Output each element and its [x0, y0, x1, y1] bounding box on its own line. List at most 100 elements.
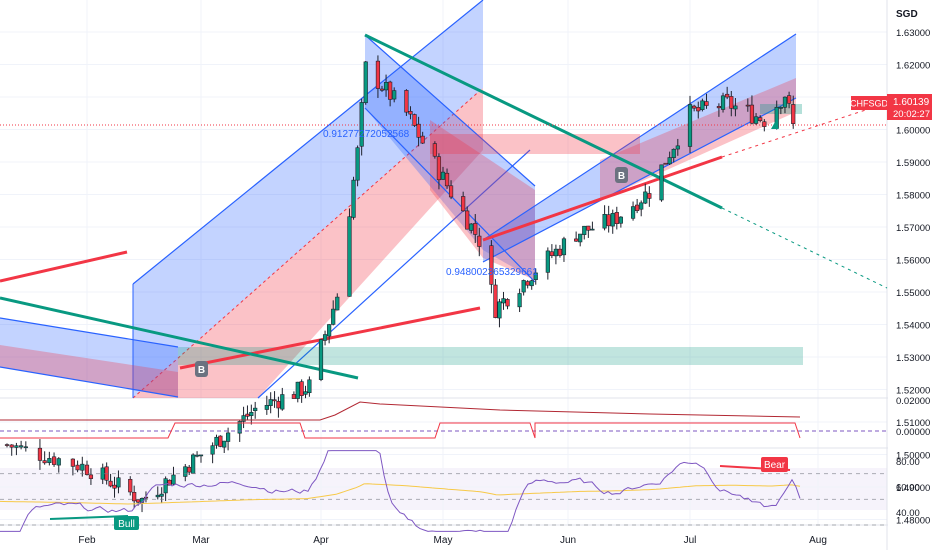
candle-body [602, 214, 607, 229]
candle-body [791, 104, 796, 124]
price-tick-label: 1.49000 [896, 483, 930, 494]
bear-badge [761, 457, 788, 472]
price-tick-label: 1.52000 [896, 386, 930, 397]
candle-body [444, 172, 450, 187]
indicator-tick-label: 0.02000 [896, 396, 930, 407]
candle-body [553, 248, 559, 257]
jan-channel-top [0, 317, 179, 348]
price-tick-label: 1.62000 [896, 61, 930, 72]
candle-body [56, 458, 61, 466]
price-tick-label: 1.56000 [896, 256, 930, 267]
candle-body [291, 394, 297, 399]
candle-body [355, 147, 360, 181]
candle-body [700, 100, 705, 111]
indicator-line [0, 401, 801, 421]
candle-body [347, 216, 352, 297]
up-channel-top-line [132, 0, 484, 285]
price-tick-label: 1.57000 [896, 223, 930, 234]
buy-badge-1-label: B [198, 365, 205, 376]
candle-body [635, 204, 640, 211]
bull-badge-label: Bull [118, 519, 135, 530]
last-price-label: 1.60139 [893, 97, 930, 108]
candle-body [392, 90, 397, 100]
candle-body [327, 324, 332, 337]
candle-body [108, 480, 113, 487]
buy-badge-2-label: B [618, 171, 625, 182]
candle-body [716, 106, 722, 109]
jan-channel-bottom [0, 366, 179, 398]
rsi-tick-label: 80.00 [896, 457, 920, 468]
bull-badge [114, 516, 139, 530]
candle-body [590, 228, 595, 231]
price-tick-label: 1.53000 [896, 353, 930, 364]
candle-body [80, 463, 85, 471]
recent-channel-lower-zone [600, 78, 796, 200]
candle-body [84, 464, 90, 475]
fib-label-bottom: 0.948002365329661 [446, 267, 538, 278]
candle-body [758, 117, 763, 121]
time-axis-label: Apr [313, 535, 329, 546]
up-channel-upper-zone [133, 0, 483, 398]
recent-channel-top [482, 33, 797, 241]
candle-body [663, 162, 668, 165]
candle-body [303, 391, 308, 395]
candle-body [692, 105, 697, 109]
candle-body [4, 444, 10, 446]
candle-body [75, 464, 80, 471]
price-tick-label: 1.51000 [896, 418, 930, 429]
red-trend-extension [721, 102, 888, 158]
teal-trend-extension [721, 207, 888, 289]
candle-body [733, 105, 738, 110]
candle-body [704, 101, 709, 106]
fib-label-top: 0.91277272052568 [323, 129, 410, 140]
jan-channel-lower-zone [0, 345, 178, 397]
jan-channel-zone [0, 318, 178, 397]
candle-body [183, 466, 188, 477]
candle-body [383, 82, 389, 91]
currency-label: SGD [896, 9, 918, 20]
candle-body [375, 60, 381, 89]
rsi-tick-label: 40.00 [896, 508, 920, 519]
teal-trend-line-left [0, 296, 359, 380]
price-tick-label: 1.48000 [896, 516, 930, 527]
candle-body [408, 111, 413, 115]
candle-body [762, 121, 767, 127]
candle-body [23, 446, 28, 449]
indicator-step-line [0, 422, 801, 439]
candle-body [264, 404, 269, 410]
candle-body [163, 478, 168, 494]
price-tick-label: 1.63000 [896, 28, 930, 39]
candles [4, 55, 796, 513]
candle-body [473, 223, 478, 235]
candle-body [128, 478, 133, 493]
candle-body [167, 479, 172, 486]
symbol-tag-label: CHFSGD [850, 99, 889, 109]
candle-body [88, 474, 94, 479]
candle-body [116, 477, 121, 488]
candle-body [412, 114, 417, 126]
candle-body [318, 339, 324, 380]
candle-body [778, 107, 783, 109]
candle-body [749, 104, 755, 124]
down-channel-top [364, 34, 536, 187]
candle-body [335, 296, 340, 311]
support-zone [178, 347, 803, 365]
price-tick-label: 1.60000 [896, 126, 930, 137]
candle-body [299, 381, 304, 396]
buy-badge-1 [195, 361, 208, 377]
candle-body [448, 185, 454, 198]
candle-body [586, 225, 591, 231]
candle-body [630, 206, 636, 219]
candle-body [561, 238, 567, 256]
candle-body [618, 216, 623, 224]
candle-body [47, 458, 52, 463]
candle-body [214, 436, 219, 446]
candle-body [100, 467, 105, 480]
recent-channel-zone [483, 34, 796, 262]
candle-body [280, 394, 285, 410]
candle-body [241, 415, 246, 422]
candle-body [416, 123, 421, 138]
candle-body [112, 484, 117, 489]
